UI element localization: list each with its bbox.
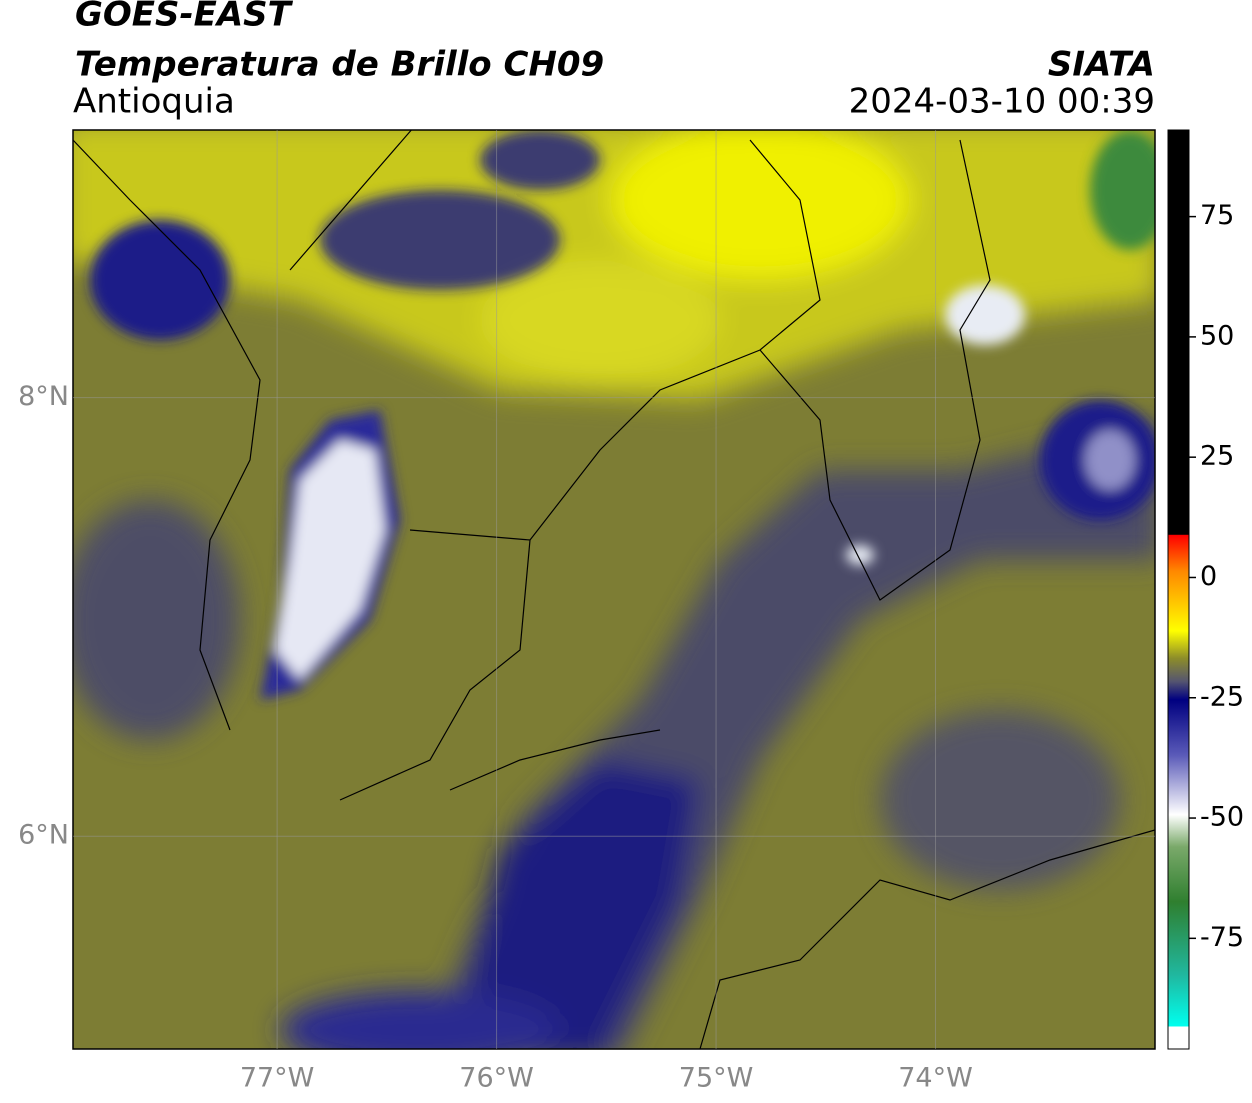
region: Antioquia <box>73 82 235 122</box>
subtitle: Temperatura de Brillo CH09 <box>75 45 604 85</box>
x-tick-label: 77°W <box>240 1063 315 1094</box>
map-frame <box>72 129 1156 1050</box>
satellite-image <box>73 130 1155 1049</box>
colorbar-tick-label: 25 <box>1200 441 1234 472</box>
colorbar-tick-label: -25 <box>1200 681 1244 712</box>
colorbar <box>1167 129 1190 1050</box>
colorbar-tick-label: -50 <box>1200 802 1244 833</box>
title: GOES-EAST <box>75 0 294 35</box>
x-tick-label: 76°W <box>459 1063 534 1094</box>
y-tick-label: 8°N <box>18 381 69 412</box>
colorbar-tick-label: 50 <box>1200 320 1234 351</box>
y-tick-label: 6°N <box>18 820 69 851</box>
x-tick-label: 75°W <box>679 1063 754 1094</box>
colorbar-tick-label: -75 <box>1200 922 1244 953</box>
x-tick-label: 74°W <box>898 1063 973 1094</box>
source: SIATA <box>1048 45 1155 85</box>
colorbar-tick-label: 75 <box>1200 200 1234 231</box>
colorbar-tick-label: 0 <box>1200 561 1217 592</box>
datetime: 2024-03-10 00:39 <box>849 82 1155 122</box>
